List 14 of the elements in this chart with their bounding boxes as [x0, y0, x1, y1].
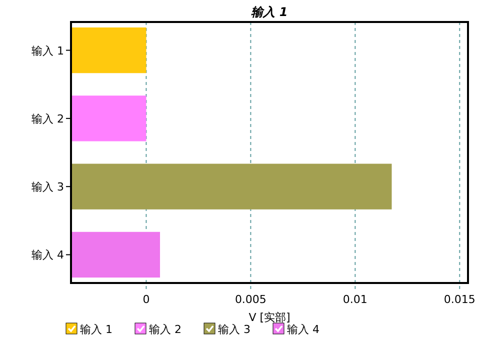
y-tick-label: 输入 1	[32, 44, 64, 58]
legend-label: 输入 2	[149, 323, 182, 336]
legend-label: 输入 1	[80, 323, 112, 336]
x-tick-label: 0	[142, 293, 150, 306]
y-tick-label: 输入 3	[32, 180, 64, 194]
y-tick-label: 输入 4	[32, 248, 64, 262]
legend-label: 输入 4	[287, 323, 320, 336]
chart-title: 输入 1	[251, 5, 288, 19]
x-tick-label: 0.015	[444, 293, 476, 306]
y-tick-label: 输入 2	[32, 112, 64, 126]
x-tick-label: 0.01	[342, 293, 368, 306]
x-tick-label: 0.005	[234, 293, 266, 306]
legend-label: 输入 3	[218, 323, 250, 336]
x-axis-title: V [实部]	[248, 311, 290, 324]
